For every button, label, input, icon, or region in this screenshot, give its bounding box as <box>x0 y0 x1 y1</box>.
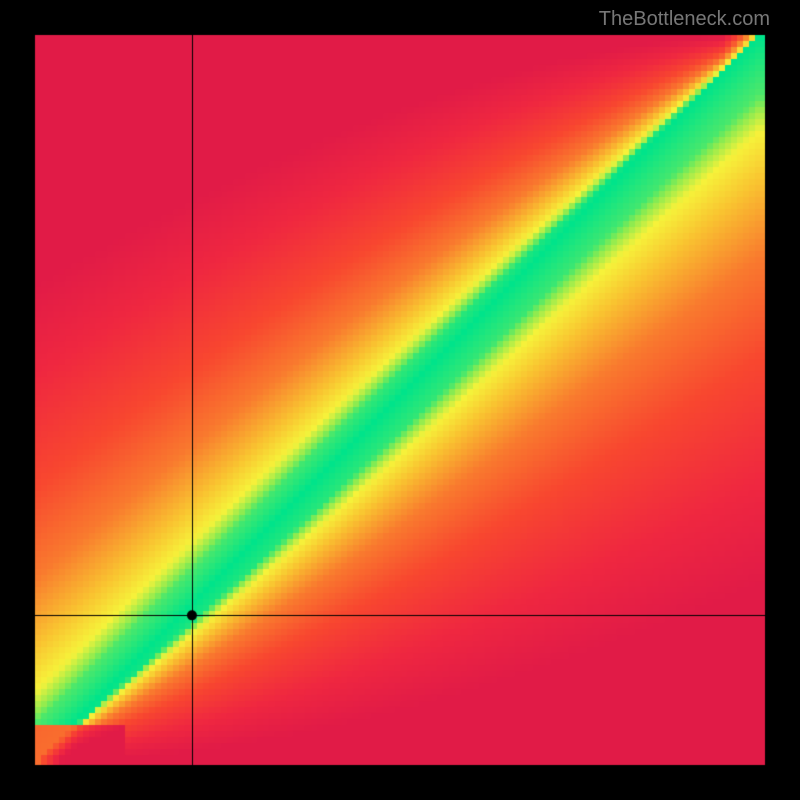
watermark-text: TheBottleneck.com <box>599 8 770 31</box>
chart-container: { "watermark": { "text": "TheBottleneck.… <box>0 0 800 800</box>
bottleneck-heatmap <box>0 0 800 800</box>
